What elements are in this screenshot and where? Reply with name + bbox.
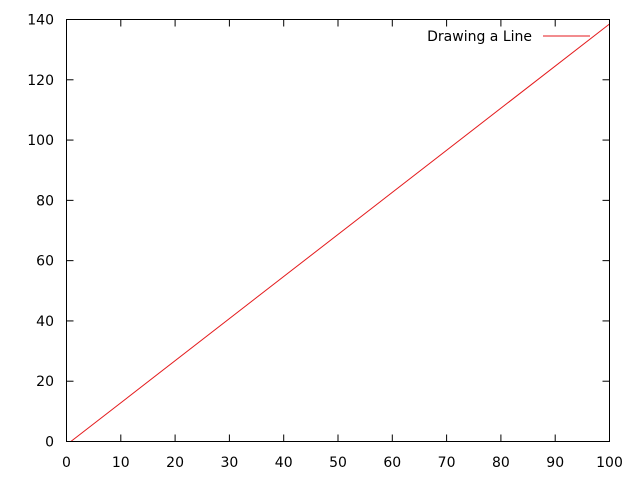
x-tick-label: 40 [275, 455, 293, 471]
y-tick-label: 60 [36, 254, 54, 270]
x-tick-label: 20 [166, 455, 184, 471]
x-tick-label: 0 [62, 455, 71, 471]
y-tick-label: 40 [36, 314, 54, 330]
x-tick-label: 70 [438, 455, 456, 471]
y-tick-label: 20 [36, 374, 54, 390]
y-tick-label: 120 [27, 73, 54, 89]
y-tick-label: 0 [45, 435, 54, 451]
series-line [70, 23, 610, 442]
tick-marks [66, 19, 610, 442]
x-tick-label: 30 [220, 455, 238, 471]
y-tick-label: 100 [27, 133, 54, 149]
x-tick-label: 90 [546, 455, 564, 471]
x-tick-label: 10 [112, 455, 130, 471]
y-tick-label: 140 [27, 13, 54, 29]
tick-labels: 0 10 20 30 40 50 60 70 80 90 100 0 20 40 60 80 100 120 140 [27, 13, 623, 472]
x-tick-label: 100 [596, 455, 623, 471]
x-tick-label: 50 [329, 455, 347, 471]
plot-frame [66, 19, 610, 442]
y-tick-label: 80 [36, 193, 54, 209]
x-tick-label: 60 [383, 455, 401, 471]
series-layer [70, 23, 610, 442]
legend-label: Drawing a Line [427, 29, 532, 45]
legend: Drawing a Line [427, 29, 590, 45]
x-tick-label: 80 [492, 455, 510, 471]
